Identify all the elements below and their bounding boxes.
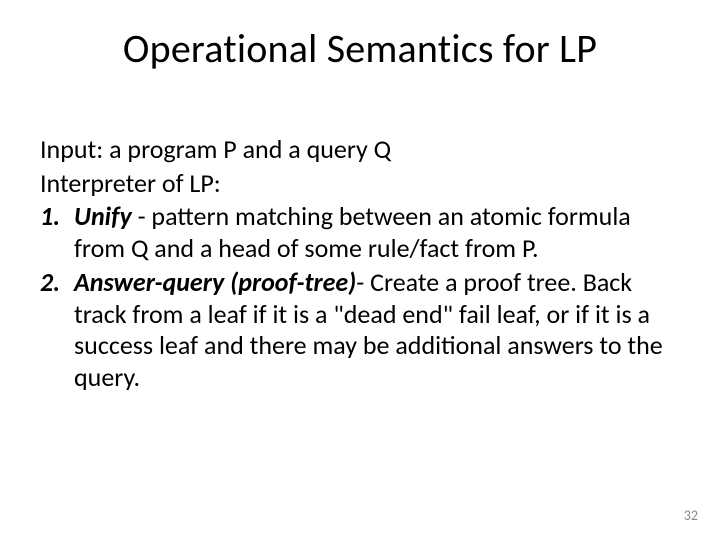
slide: Operational Semantics for LP Input: a pr… — [0, 0, 720, 540]
list-item: 2. Answer-query (proof-tree)- Create a p… — [40, 267, 672, 394]
intro-line-1: Input: a program P and a query Q — [40, 134, 672, 166]
list-lead: Answer-query (proof-tree) — [74, 266, 356, 298]
page-number: 32 — [684, 507, 698, 524]
list-number: 2. — [40, 267, 74, 394]
list-lead: Unify — [74, 200, 132, 232]
list-text: Unify - pattern matching between an atom… — [74, 201, 672, 264]
list-rest: - pattern matching between an atomic for… — [74, 200, 631, 264]
list-text: Answer-query (proof-tree)- Create a proo… — [74, 267, 672, 394]
intro-line-2: Interpreter of LP: — [40, 168, 672, 200]
list-item: 1. Unify - pattern matching between an a… — [40, 201, 672, 264]
slide-body: Input: a program P and a query Q Interpr… — [40, 134, 672, 396]
list-number: 1. — [40, 201, 74, 264]
slide-title: Operational Semantics for LP — [0, 24, 720, 73]
